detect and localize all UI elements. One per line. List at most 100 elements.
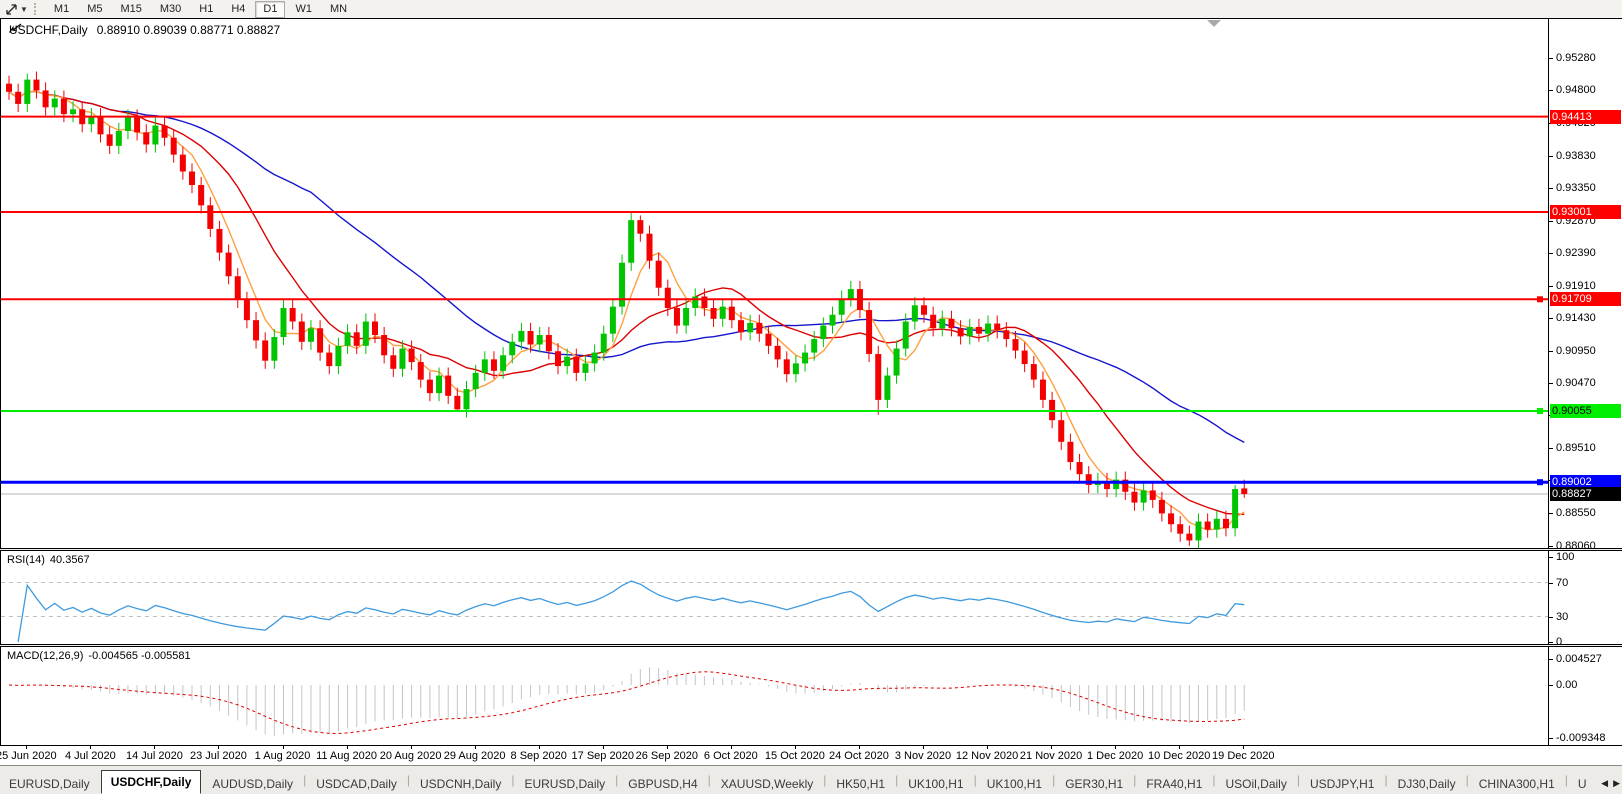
tf-button-m5[interactable]: M5 <box>87 2 103 15</box>
chart-tab-fra40-h1[interactable]: FRA40,H1 <box>1146 777 1203 791</box>
tab-scroll-right-icon[interactable]: ▶ <box>1613 778 1620 788</box>
tf-button-mn[interactable]: MN <box>329 2 348 15</box>
axis-tick <box>1549 188 1553 190</box>
candle-body <box>335 345 342 367</box>
tab-separator: | <box>1052 773 1056 787</box>
chart-tab-u[interactable]: U <box>1577 777 1587 791</box>
candle-body <box>436 375 443 394</box>
candle-body <box>289 308 296 322</box>
time-axis-label: 23 Jul 2020 <box>189 750 247 762</box>
level-handle[interactable] <box>1537 408 1543 415</box>
time-axis-tick <box>730 746 732 749</box>
chart-tab-ger30-h1[interactable]: GER30,H1 <box>1065 777 1124 791</box>
candle-body <box>1113 479 1120 490</box>
candle-body <box>408 348 415 363</box>
chart-tab-dj30-daily[interactable]: DJ30,Daily <box>1397 777 1456 791</box>
candle-body <box>88 116 95 125</box>
axis-tick <box>1549 512 1553 514</box>
ma-line-fast <box>8 90 1245 531</box>
level-handle[interactable] <box>1537 296 1543 303</box>
chart-tab-usdcad-daily[interactable]: USDCAD,Daily <box>316 777 397 791</box>
time-axis-tick <box>282 746 284 749</box>
candle-body <box>1049 399 1056 421</box>
tab-scroll-left-icon[interactable]: ◀ <box>1601 778 1609 788</box>
chart-tab-eurusd-daily[interactable]: EURUSD,Daily <box>524 777 606 791</box>
price-axis-label: 0.93830 <box>1556 149 1596 162</box>
tf-button-h4[interactable]: H4 <box>231 2 246 15</box>
candle-body <box>454 395 461 410</box>
macd-axis-label: -0.009348 <box>1556 732 1606 745</box>
chart-tool-icon[interactable] <box>3 2 19 16</box>
chart-tab-xauusd-weekly[interactable]: XAUUSD,Weekly <box>720 777 814 791</box>
axis-tick <box>1549 155 1553 157</box>
chart-tab-usdchf-daily[interactable]: USDCHF,Daily <box>100 770 202 794</box>
chart-tab-usdcnh-daily[interactable]: USDCNH,Daily <box>420 777 502 791</box>
candle-body <box>1003 330 1010 340</box>
candle-body <box>911 305 918 322</box>
time-axis-tick <box>1051 746 1053 749</box>
time-axis-tick <box>26 746 28 749</box>
candle-body <box>866 310 873 354</box>
candle-body <box>710 308 717 319</box>
tab-scrollers: ◀ ▶ <box>1601 778 1620 789</box>
candle-body <box>463 389 470 410</box>
timeframe-toolbar: ▼ M1 M5 M15 M30 H1 H4 D1 W1 MN <box>0 0 1622 19</box>
candle-body <box>472 372 479 390</box>
candle-body <box>134 117 141 133</box>
candle-body <box>555 351 561 367</box>
candle-body <box>893 348 900 376</box>
time-axis-label: 21 Nov 2020 <box>1019 750 1083 762</box>
candle-body <box>51 98 58 108</box>
level-price-chip: 0.94413 <box>1550 109 1621 124</box>
rsi-canvas[interactable] <box>1 551 1548 644</box>
chart-tab-gbpusd-h4[interactable]: GBPUSD,H4 <box>628 777 698 791</box>
candle-body <box>765 333 772 346</box>
price-chart-canvas[interactable] <box>1 19 1548 548</box>
candle-body <box>783 359 790 375</box>
candle-body <box>902 321 909 349</box>
time-axis-label: 17 Sep 2020 <box>571 750 634 762</box>
candle-body <box>1241 488 1248 495</box>
chevron-down-icon[interactable]: ▼ <box>20 4 28 14</box>
axis-tick <box>1549 318 1553 320</box>
level-handle[interactable] <box>1537 479 1543 486</box>
candle-body <box>655 260 662 288</box>
chart-tab-china300-h1[interactable]: CHINA300,H1 <box>1478 777 1555 791</box>
chart-tab-uk100-h1[interactable]: UK100,H1 <box>986 777 1043 791</box>
level-price-chip: 0.90055 <box>1550 404 1621 419</box>
tf-button-w1[interactable]: W1 <box>295 2 312 15</box>
tf-button-m15[interactable]: M15 <box>120 2 142 15</box>
tab-separator: | <box>1564 773 1568 787</box>
chart-tab-eurusd-daily[interactable]: EURUSD,Daily <box>9 777 90 791</box>
candle-body <box>253 320 260 341</box>
tab-separator: | <box>511 773 515 787</box>
candle-body <box>1149 490 1156 500</box>
candle-body <box>738 320 744 333</box>
chart-tab-audusd-daily[interactable]: AUDUSD,Daily <box>212 777 294 791</box>
candle-body <box>97 116 104 135</box>
time-axis-tick <box>1115 746 1117 749</box>
candle-body <box>820 325 827 340</box>
chart-tab-uk100-h1[interactable]: UK100,H1 <box>908 777 964 791</box>
price-axis-label: 0.88550 <box>1556 506 1596 519</box>
macd-canvas[interactable] <box>1 647 1548 745</box>
candle-body <box>1140 490 1147 503</box>
candle-body <box>152 125 159 145</box>
tf-button-m1[interactable]: M1 <box>53 2 70 15</box>
chart-tab-usdjpy-h1[interactable]: USDJPY,H1 <box>1309 777 1375 791</box>
tf-button-m30[interactable]: M30 <box>159 2 182 15</box>
candle-body <box>1085 474 1092 486</box>
chart-tab-hk50-h1[interactable]: HK50,H1 <box>836 777 886 791</box>
rsi-name: RSI(14) <box>7 554 45 566</box>
tf-button-d1[interactable]: D1 <box>255 0 286 18</box>
candle-body <box>170 137 177 155</box>
candle-body <box>1076 462 1083 475</box>
tab-separator: | <box>303 773 307 787</box>
price-axis-label: 0.94800 <box>1556 84 1596 97</box>
chart-tab-usoil-daily[interactable]: USOil,Daily <box>1225 777 1287 791</box>
time-axis-tick <box>858 746 860 749</box>
rsi-label: RSI(14) 40.3567 <box>7 554 90 566</box>
tf-button-h1[interactable]: H1 <box>199 2 214 15</box>
candle-body <box>728 306 735 321</box>
chart-shift-marker-icon[interactable] <box>1207 20 1221 27</box>
